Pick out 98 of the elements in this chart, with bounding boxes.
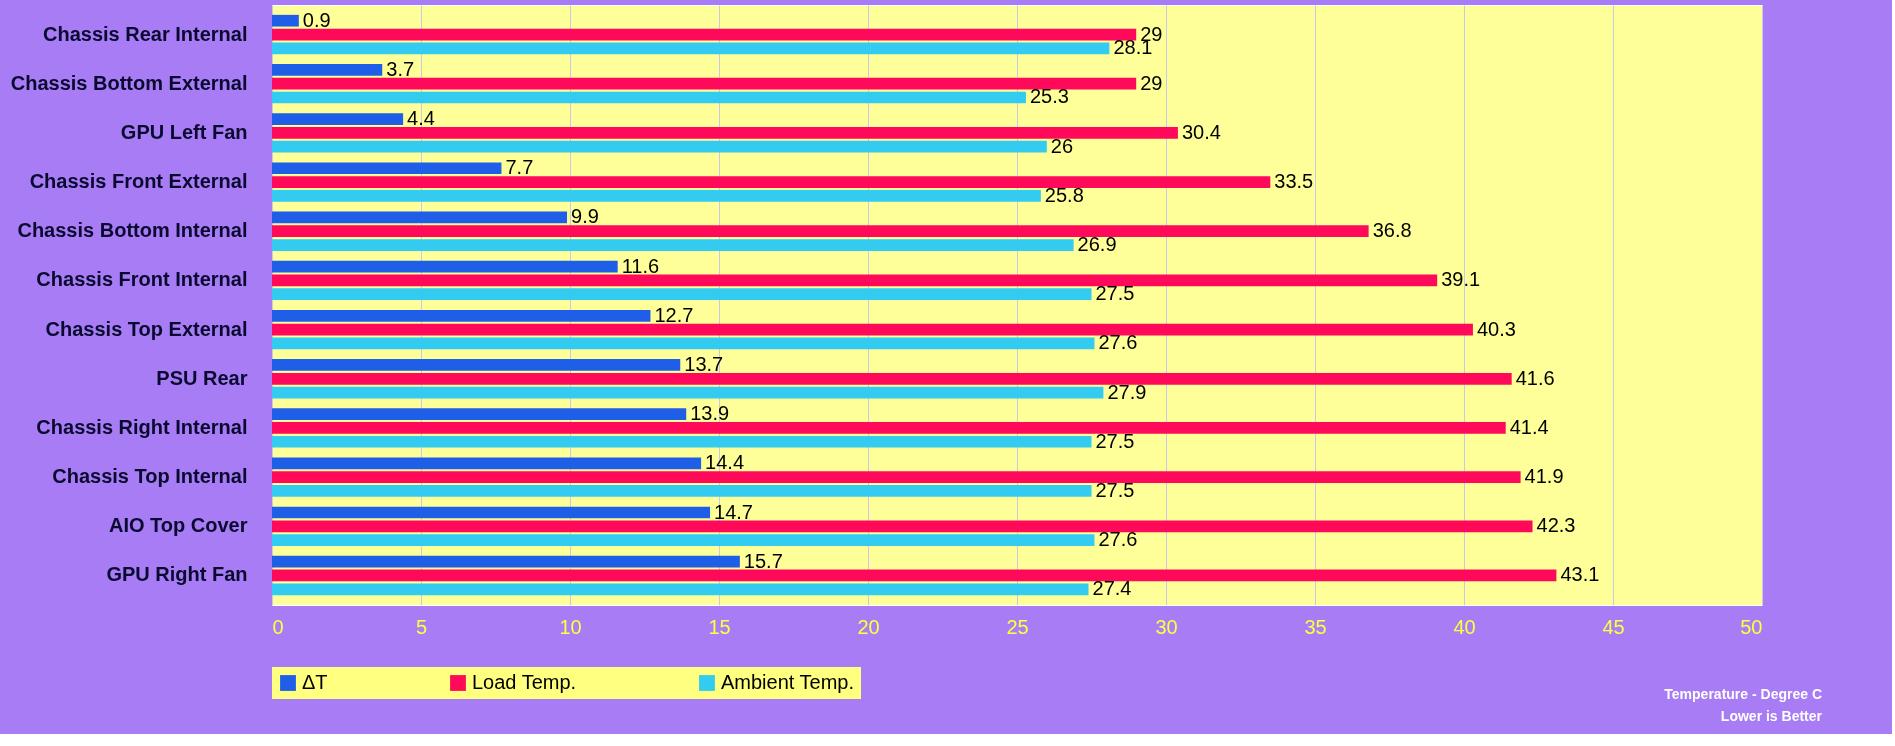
bar — [272, 583, 1089, 596]
bar — [272, 42, 1110, 55]
data-label: 27.5 — [1095, 282, 1135, 305]
data-label: 29 — [1140, 71, 1163, 94]
data-label: 7.7 — [505, 156, 534, 179]
x-tick-label: 40 — [1453, 615, 1476, 638]
bar — [272, 176, 1271, 188]
bar — [272, 260, 618, 273]
text: Temperature - Degree C — [1664, 686, 1822, 702]
y-tick-label: Chassis Top Internal — [52, 465, 248, 488]
bar — [272, 534, 1095, 546]
x-tick-label: 35 — [1304, 615, 1327, 638]
data-label: 41.6 — [1515, 366, 1555, 389]
data-label: 41.4 — [1509, 415, 1549, 438]
bar — [272, 14, 299, 27]
data-label: 4.4 — [407, 107, 435, 130]
data-label: 27.5 — [1095, 478, 1135, 501]
data-label: 27.6 — [1098, 331, 1138, 354]
bar — [272, 435, 1092, 448]
bar — [272, 113, 404, 125]
legend-label: Load Temp. — [472, 671, 577, 693]
y-tick-label: Chassis Front External — [29, 170, 248, 193]
y-tick-label: Chassis Right Internal — [36, 415, 248, 438]
data-label: 27.5 — [1095, 429, 1135, 452]
y-tick-label: GPU Left Fan — [120, 120, 248, 143]
bar — [272, 140, 1047, 153]
data-label: 11.6 — [621, 254, 660, 277]
bar — [272, 162, 502, 175]
data-label: 30.4 — [1181, 120, 1221, 143]
bar — [272, 422, 1506, 434]
x-tick-label: 0 — [272, 615, 284, 638]
data-label: 41.9 — [1524, 465, 1564, 488]
data-label: 43.1 — [1560, 563, 1600, 586]
bar — [272, 485, 1092, 497]
x-tick-label: 25 — [1006, 615, 1029, 638]
data-label: 13.7 — [684, 352, 724, 375]
data-label: 15.7 — [743, 549, 783, 572]
y-tick-label: GPU Right Fan — [106, 563, 248, 586]
bar — [272, 520, 1533, 533]
data-label: 25.3 — [1029, 85, 1069, 108]
bar — [272, 386, 1104, 399]
bar — [272, 211, 568, 224]
bar — [272, 127, 1178, 139]
y-tick-label: Chassis Front Internal — [36, 268, 248, 291]
y-tick-label: PSU Rear — [156, 366, 248, 389]
data-label: 13.9 — [690, 402, 730, 425]
text: Lower is Better — [1720, 708, 1823, 724]
x-tick-label: 45 — [1602, 615, 1625, 638]
data-label: 9.9 — [571, 205, 599, 228]
bar — [272, 288, 1092, 301]
x-tick-label: 20 — [857, 615, 880, 638]
data-label: 40.3 — [1476, 317, 1516, 340]
bar — [272, 408, 687, 421]
bar — [272, 189, 1041, 202]
bar — [272, 372, 1512, 385]
data-label: 26.9 — [1077, 233, 1117, 256]
legend-label: ΔT — [302, 671, 328, 693]
bar — [272, 274, 1438, 287]
data-label: 27.4 — [1092, 577, 1132, 600]
bar — [272, 506, 711, 519]
data-label: 33.5 — [1274, 170, 1314, 193]
data-label: 36.8 — [1372, 219, 1412, 242]
bar — [272, 91, 1026, 104]
bar — [272, 77, 1137, 90]
y-tick-label: AIO Top Cover — [108, 514, 248, 537]
data-label: 27.6 — [1098, 528, 1138, 551]
bar — [272, 239, 1074, 251]
data-label: 26 — [1050, 134, 1074, 157]
y-tick-label: Chassis Top External — [45, 317, 248, 340]
legend-label: Ambient Temp. — [721, 671, 855, 693]
y-tick-label: Chassis Bottom External — [10, 71, 248, 94]
y-tick-label: Chassis Bottom Internal — [17, 219, 248, 242]
data-label: 27.9 — [1107, 380, 1147, 403]
bar — [272, 359, 681, 371]
data-label: 39.1 — [1441, 268, 1481, 291]
bar — [272, 225, 1369, 238]
bar — [272, 28, 1137, 41]
data-label: 42.3 — [1536, 514, 1576, 537]
x-tick-label: 30 — [1155, 615, 1178, 638]
data-label: 14.4 — [705, 451, 745, 474]
x-tick-label: 15 — [708, 615, 731, 638]
bar — [272, 309, 651, 322]
bar — [272, 569, 1557, 582]
data-label: 25.8 — [1044, 183, 1084, 206]
data-label: 3.7 — [386, 57, 415, 80]
bar — [272, 323, 1473, 336]
data-label: 0.9 — [302, 8, 331, 31]
x-tick-label: 50 — [1740, 615, 1763, 638]
data-label: 14.7 — [714, 500, 753, 523]
bar — [272, 337, 1095, 350]
x-tick-label: 5 — [415, 615, 428, 638]
x-tick-label: 10 — [559, 615, 582, 638]
y-tick-label: Chassis Rear Internal — [42, 22, 248, 45]
bar — [272, 64, 383, 76]
data-label: 12.7 — [654, 303, 694, 326]
bar — [272, 457, 702, 470]
bar — [272, 471, 1521, 483]
bar — [272, 555, 740, 568]
